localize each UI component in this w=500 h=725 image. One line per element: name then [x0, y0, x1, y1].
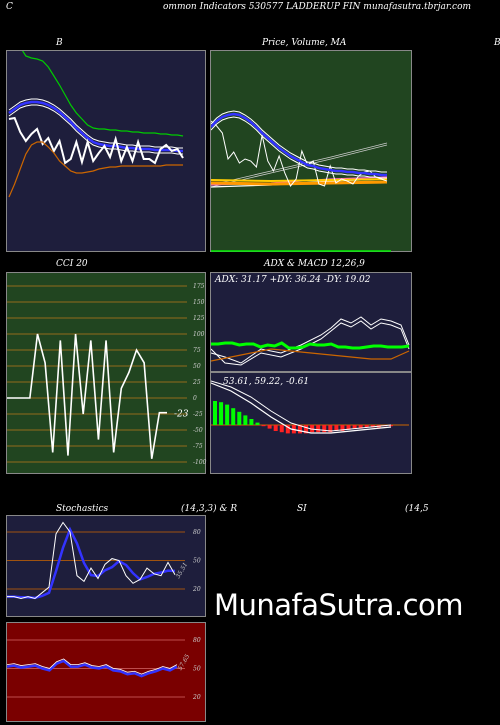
adx-title: ADX & MACD 12,26,9: [264, 259, 365, 269]
macd-bar-14: [297, 425, 302, 434]
macd-bar-9: [267, 425, 272, 429]
stoch-d-line: [7, 526, 176, 600]
price-ma-blue-halo-lower: [211, 116, 387, 179]
stoch-panel: 80 50 20 35.51: [6, 515, 206, 617]
macd-bar-3: [231, 408, 236, 425]
macd-bar-6: [249, 419, 254, 425]
right-edge-char: B: [494, 38, 500, 48]
macd-signal: [211, 380, 392, 432]
cci-tick-175: 175: [193, 283, 205, 290]
bollinger-middle-halo-upper: [8, 98, 183, 149]
macd-bar-15: [304, 425, 309, 434]
macd-bar-29: [389, 425, 393, 427]
cci-tick-0: 0: [193, 395, 197, 402]
adx-minus-di: [211, 348, 410, 362]
cci-tick--50: -50: [193, 427, 203, 434]
price-series-price: [211, 120, 388, 187]
macd-bar-5: [243, 415, 248, 425]
price-ma-panel: [210, 50, 412, 252]
stoch-last-value: 35.51: [175, 561, 190, 579]
stoch-tick-50: 50: [193, 558, 201, 565]
cci-line: [7, 333, 167, 459]
bollinger-panel: [6, 50, 206, 252]
cci-tick--25: -25: [193, 411, 203, 418]
rsi-line-overlay: [7, 658, 178, 675]
macd-bar-23: [352, 425, 357, 429]
rsi-line: [7, 659, 178, 678]
bollinger-middle-halo-lower: [8, 104, 183, 155]
adx-plus-di: [211, 316, 410, 364]
stoch-tick-20: 20: [192, 586, 201, 593]
macd-bar-1: [219, 402, 224, 425]
adx-chart: [211, 316, 410, 366]
macd-bar-4: [237, 411, 242, 425]
rsi-tick-80: 80: [193, 637, 201, 644]
cci-tick--100: -100: [193, 459, 207, 466]
cci-last-value: -23: [174, 410, 189, 420]
rsi-last-value: 57.65: [177, 653, 192, 672]
cci-tick-25: 25: [192, 379, 201, 386]
macd-bar-20: [334, 425, 339, 431]
macd-bar-21: [340, 425, 345, 431]
macd-panel: 53.61, 59.22, -0.61: [210, 372, 412, 474]
cci-tick-50: 50: [193, 363, 201, 370]
price-ma-chart: [211, 110, 391, 252]
macd-bar-22: [346, 425, 351, 430]
bollinger-series-middle: [8, 100, 183, 153]
bollinger-series-lower: [8, 141, 183, 198]
bollinger-chart: [8, 51, 184, 198]
rsi-title: SI: [297, 504, 307, 514]
adx-series-adx: [211, 341, 410, 350]
bollinger-series-price: [8, 116, 184, 166]
rsi-tick-20: 20: [192, 694, 201, 701]
price-series-ma_blue: [211, 112, 387, 177]
header-left-char: C: [6, 2, 13, 12]
rsi-tick-50: 50: [193, 666, 201, 673]
macd-line: [211, 382, 392, 434]
macd-bar-0: [213, 401, 217, 425]
macd-bar-24: [358, 425, 363, 429]
macd-readout: 53.61, 59.22, -0.61: [223, 377, 310, 387]
stoch-params: (14,3,3) & R: [181, 504, 238, 514]
macd-bar-18: [322, 425, 327, 433]
macd-bar-12: [285, 425, 290, 434]
macd-bar-11: [279, 425, 284, 433]
macd-bar-10: [273, 425, 278, 431]
macd-bar-25: [364, 425, 369, 428]
rsi-params: (14,5: [405, 504, 429, 514]
macd-bar-17: [316, 425, 321, 433]
price-ma-yellow: [211, 178, 388, 183]
cci-chart: 1751501251007550250-25-50-75-100-125-150…: [7, 283, 207, 466]
price-ma-blue-halo-upper: [211, 110, 387, 173]
rsi-chart: 80 50 20 57.65: [7, 637, 201, 701]
adx-readout: ADX: 31.17 +DY: 36.24 -DY: 19.02: [215, 275, 371, 285]
rsi-panel: 80 50 20 57.65: [6, 622, 206, 722]
cci-title: CCI 20: [56, 259, 88, 269]
bollinger-title: B: [56, 38, 63, 48]
stoch-k-line: [7, 521, 176, 600]
macd-bar-19: [328, 425, 333, 433]
adx-plus-di-shadow: [211, 320, 410, 366]
price-ma-orange: [211, 180, 388, 186]
macd-bar-7: [255, 422, 260, 425]
macd-bar-8: [261, 425, 266, 427]
bollinger-series-upper: [22, 51, 184, 137]
adx-panel: ADX: 31.17 +DY: 36.24 -DY: 19.02: [210, 272, 412, 372]
watermark: MunafaSutra.com: [214, 588, 464, 622]
macd-bar-16: [310, 425, 315, 433]
cci-tick-75: 75: [193, 347, 201, 354]
stoch-tick-80: 80: [193, 529, 201, 536]
macd-bar-26: [370, 425, 375, 428]
macd-bar-2: [225, 404, 230, 425]
stoch-title: Stochastics: [56, 504, 109, 514]
macd-chart: [211, 380, 409, 434]
cci-tick-150: 150: [193, 299, 205, 306]
cci-tick-125: 125: [193, 315, 205, 322]
cci-tick-100: 100: [193, 331, 205, 338]
price-ma-title: Price, Volume, MA: [262, 38, 347, 48]
header-title: ommon Indicators 530577 LADDERUP FIN mun…: [163, 2, 472, 12]
cci-tick--75: -75: [193, 443, 203, 450]
cci-panel: 1751501251007550250-25-50-75-100-125-150…: [6, 272, 207, 474]
